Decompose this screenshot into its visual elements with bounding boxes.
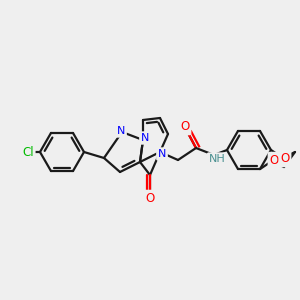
Text: O: O [180, 121, 190, 134]
Text: N: N [158, 149, 166, 159]
Text: O: O [269, 154, 279, 166]
Text: O: O [280, 152, 290, 166]
Text: N: N [117, 126, 125, 136]
Text: N: N [141, 133, 149, 143]
Text: O: O [146, 191, 154, 205]
Text: NH: NH [208, 154, 225, 164]
Text: Cl: Cl [22, 146, 34, 158]
